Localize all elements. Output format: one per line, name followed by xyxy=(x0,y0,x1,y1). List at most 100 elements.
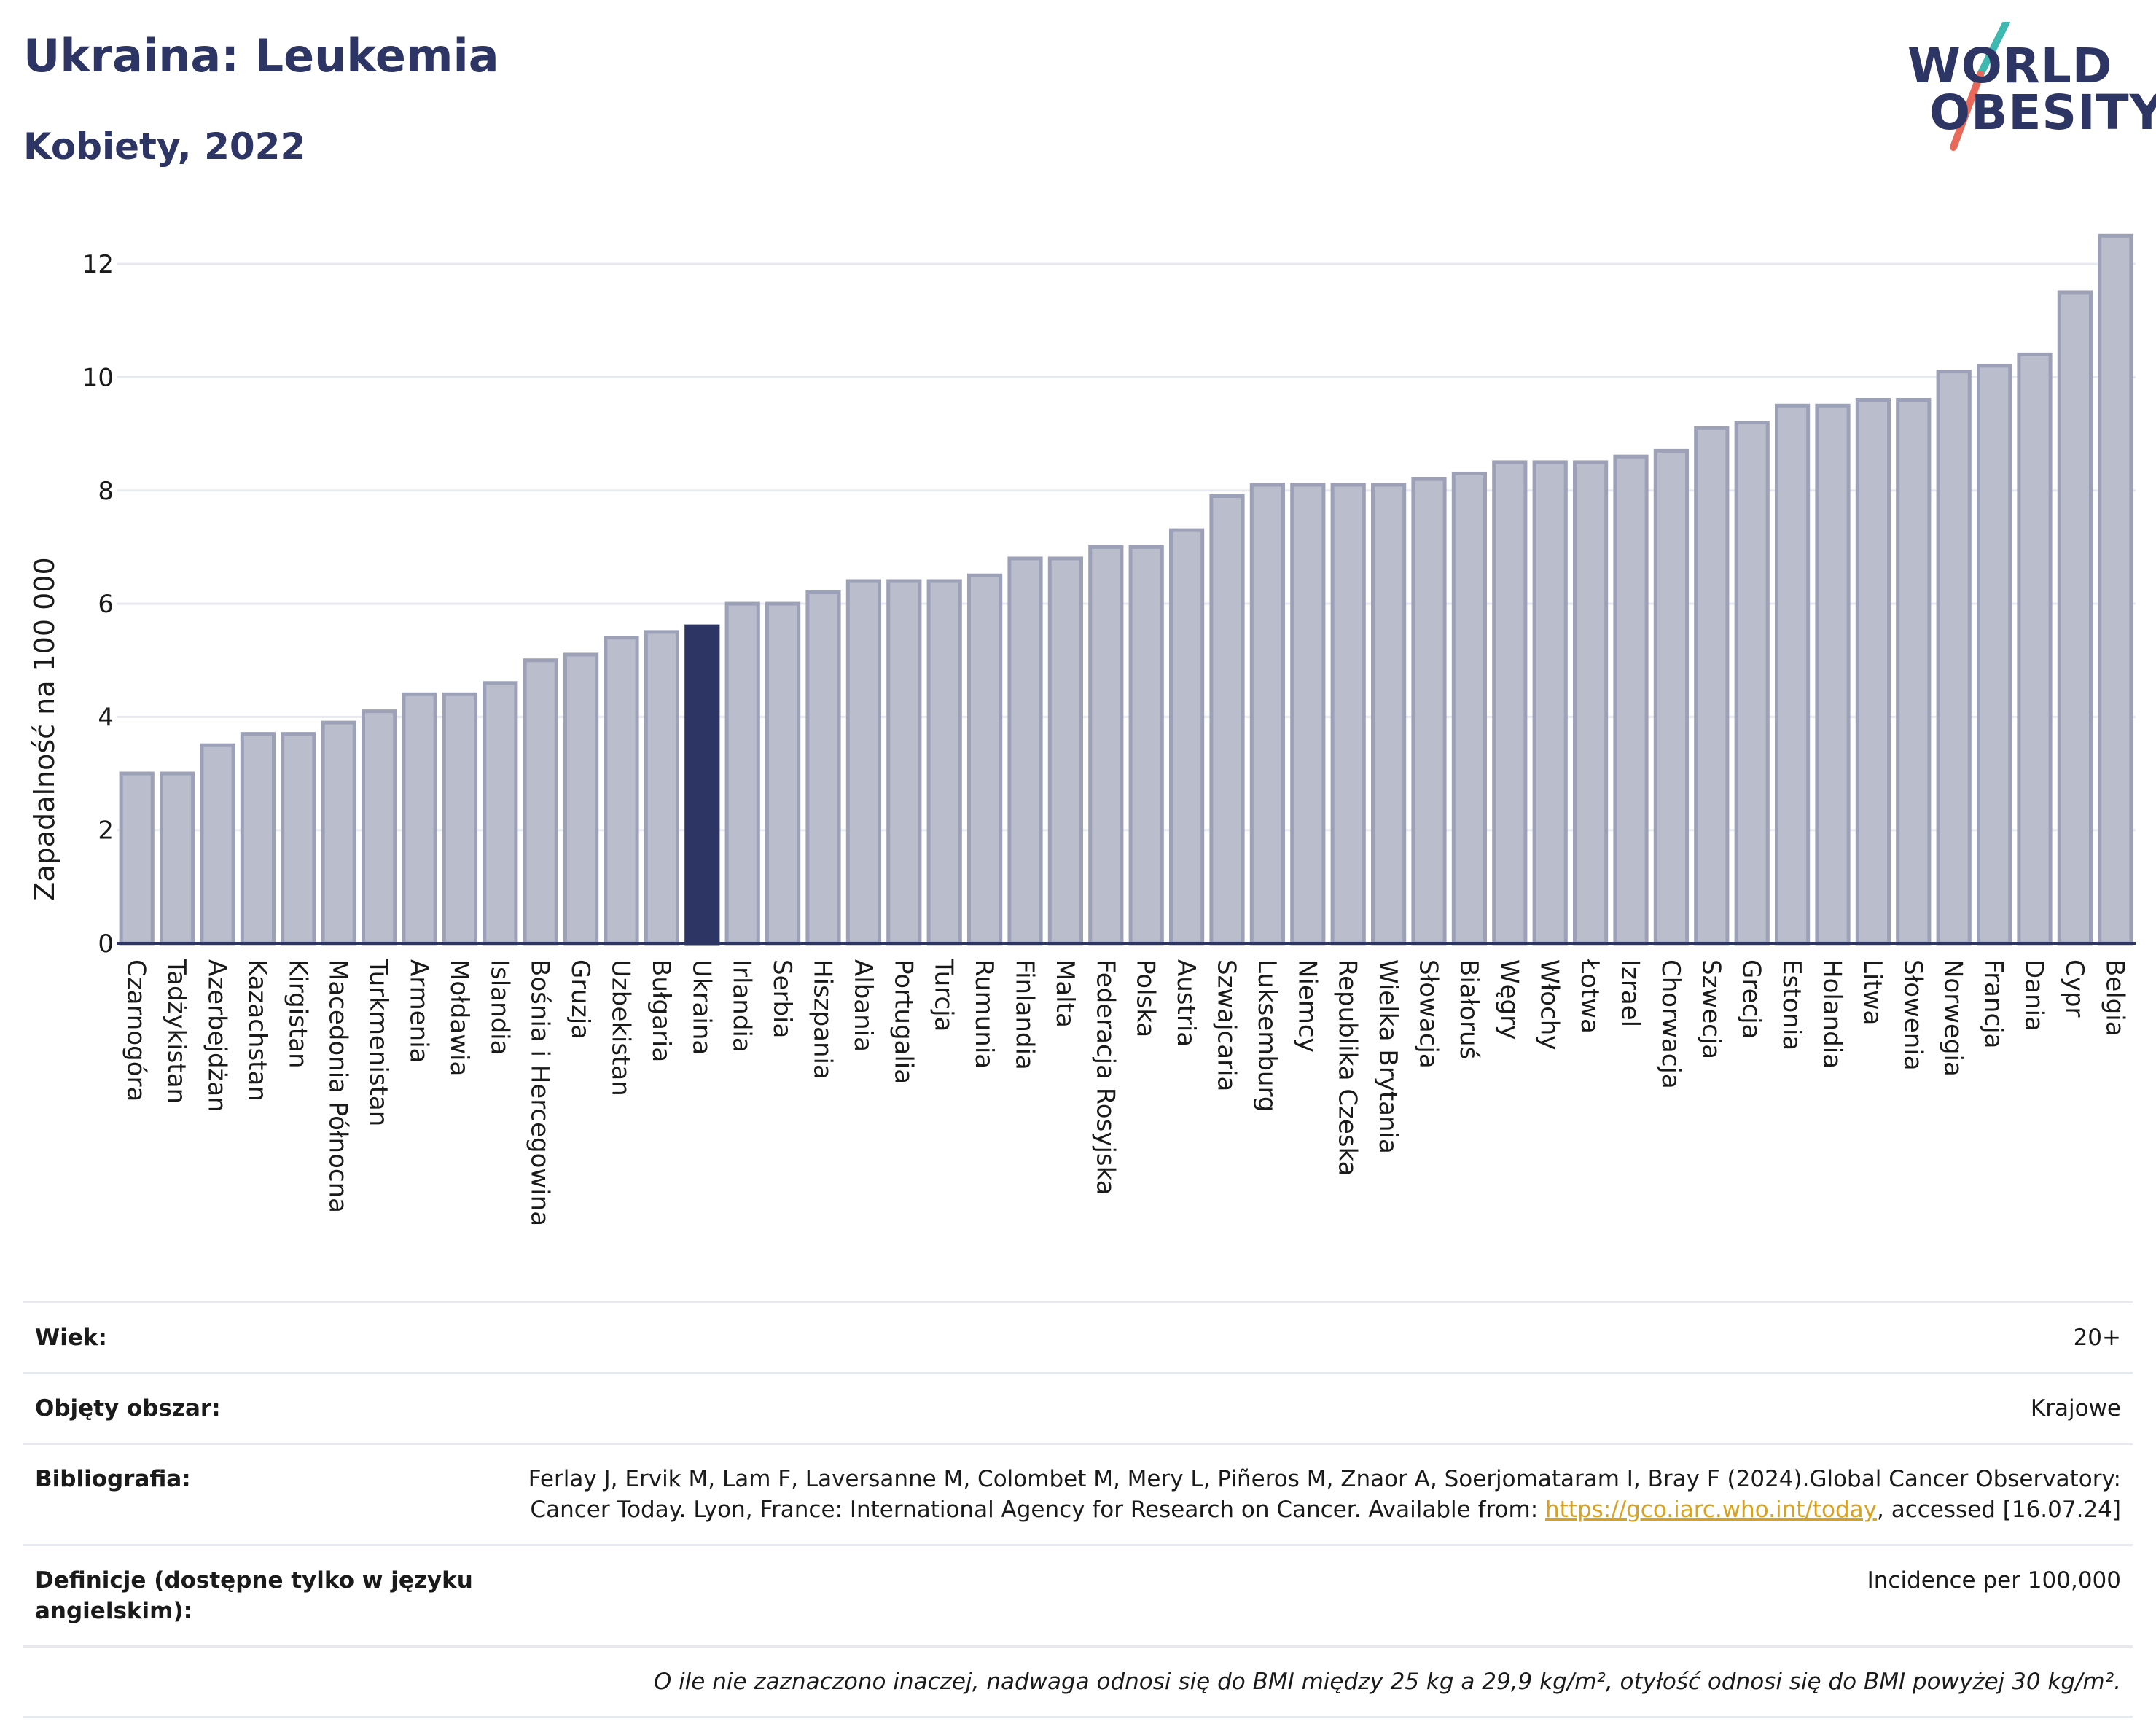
bar-serbia xyxy=(765,601,801,946)
bibliography-link[interactable]: https://gco.iarc.who.int/today xyxy=(1545,1497,1877,1523)
y-axis-title: Zapadalność na 100 000 xyxy=(28,557,60,900)
x-tick-label: Kazachstan xyxy=(243,959,272,1102)
x-tick-label: Holandia xyxy=(1818,959,1847,1069)
x-axis-labels: Czarnogóra Tadżykistan Azerbejdżan Kazachst… xyxy=(122,959,2130,1226)
x-tick-label: Austria xyxy=(1171,959,1200,1047)
bar-irlandia xyxy=(724,601,760,946)
bar-węgry xyxy=(1492,460,1528,946)
bar-armenia xyxy=(402,692,437,946)
bibliography-accessed: , accessed [16.07.24] xyxy=(1876,1497,2121,1523)
x-tick-label: Uzbekistan xyxy=(606,959,636,1096)
x-tick-label: Islandia xyxy=(485,959,514,1055)
x-tick-label: Albania xyxy=(848,959,878,1052)
world-obesity-logo: WORLD OBESITY xyxy=(1899,22,2156,153)
bar-litwa xyxy=(1855,398,1891,946)
x-tick-label: Łotwa xyxy=(1575,959,1604,1034)
page-title: Ukraina: Leukemia xyxy=(23,29,499,82)
bar-szwecja xyxy=(1694,426,1730,946)
x-tick-label: Włochy xyxy=(1535,959,1564,1050)
meta-row-note: O ile nie zaznaczono inaczej, nadwaga od… xyxy=(23,1645,2133,1718)
bar-turkmenistan xyxy=(361,709,397,946)
x-tick-label: Bułgaria xyxy=(647,959,676,1062)
meta-row-definitions: Definicje (dostępne tylko w języku angie… xyxy=(23,1544,2133,1645)
bars xyxy=(119,233,2133,946)
x-tick-label: Estonia xyxy=(1777,959,1806,1050)
meta-label: Bibliografia: xyxy=(35,1466,191,1492)
meta-label: Objęty obszar: xyxy=(35,1395,221,1422)
bmi-note: O ile nie zaznaczono inaczej, nadwaga od… xyxy=(653,1669,2121,1695)
y-axis-ticks: 0 2 4 6 8 10 12 xyxy=(82,250,114,959)
meta-value: Ferlay J, Ervik M, Lam F, Laversanne M, … xyxy=(501,1464,2121,1525)
x-tick-label: Portugalia xyxy=(888,959,918,1084)
logo-text-obesity: OBESITY xyxy=(1929,85,2156,141)
y-tick-label: 12 xyxy=(82,250,114,279)
x-tick-label: Turkmenistan xyxy=(364,959,393,1126)
x-tick-label: Malta xyxy=(1050,959,1079,1028)
metadata-table: Wiek: 20+ Objęty obszar: Krajowe Bibliog… xyxy=(23,1301,2133,1718)
bar-niemcy xyxy=(1290,483,1326,946)
x-tick-label: Węgry xyxy=(1494,959,1523,1040)
y-tick-label: 0 xyxy=(98,929,114,959)
bar-portugalia xyxy=(886,579,922,946)
bar-grecja xyxy=(1734,421,1770,946)
x-tick-label: Belgia xyxy=(2100,959,2129,1037)
bar-rumunia xyxy=(966,573,1003,946)
bar-malta xyxy=(1047,556,1084,946)
x-tick-label: Francja xyxy=(1979,959,2008,1048)
bar-łotwa xyxy=(1572,460,1609,946)
bar-azerbejdżan xyxy=(200,743,235,946)
x-tick-label: Dania xyxy=(2020,959,2049,1032)
x-tick-label: Irlandia xyxy=(727,959,757,1053)
bar-finlandia xyxy=(1007,556,1043,946)
x-tick-label: Tadżykistan xyxy=(162,959,191,1104)
bar-dania xyxy=(2017,352,2053,946)
bar-polska xyxy=(1128,545,1164,946)
bar-kazachstan xyxy=(240,732,276,946)
x-tick-label: Ukraina xyxy=(687,959,716,1055)
meta-row-area: Objęty obszar: Krajowe xyxy=(23,1372,2133,1443)
x-tick-label: Luksemburg xyxy=(1252,959,1281,1112)
bar-bośnia-i-hercegowina xyxy=(523,658,558,946)
bar-słowacja xyxy=(1411,477,1447,946)
bibliography-text: Ferlay J, Ervik M, Lam F, Laversanne M, … xyxy=(528,1466,2121,1523)
bar-wielka-brytania xyxy=(1370,483,1407,946)
bar-chart: 0 2 4 6 8 10 12 Czarnogóra Tadżykistan Azerbejdż… xyxy=(28,233,2136,1226)
bar-izrael xyxy=(1613,454,1649,946)
bar-luksemburg xyxy=(1249,483,1286,946)
x-tick-label: Macedonia Północna xyxy=(324,959,353,1213)
x-tick-label: Turcja xyxy=(929,959,958,1032)
logo-slash-icon xyxy=(1950,22,2010,151)
bar-szwajcaria xyxy=(1209,494,1245,946)
bar-tadżykistan xyxy=(159,771,195,946)
x-tick-label: Gruzja xyxy=(566,959,595,1040)
x-tick-label: Cypr xyxy=(2060,959,2089,1017)
x-tick-label: Białoruś xyxy=(1454,959,1483,1059)
bar-mołdawia xyxy=(442,692,478,946)
bar-uzbekistan xyxy=(604,636,639,946)
x-tick-label: Serbia xyxy=(768,959,797,1038)
bar-federacja-rosyjska xyxy=(1088,545,1124,946)
bar-francja xyxy=(1976,364,2012,946)
meta-label: Wiek: xyxy=(35,1325,107,1351)
bar-włochy xyxy=(1532,460,1568,946)
y-tick-label: 2 xyxy=(98,816,114,846)
bar-czarnogóra xyxy=(119,771,155,946)
x-tick-label: Azerbejdżan xyxy=(203,959,232,1112)
x-tick-label: Bośnia i Hercegowina xyxy=(526,959,555,1226)
x-tick-label: Republika Czeska xyxy=(1333,959,1362,1177)
x-tick-label: Norwegia xyxy=(1939,959,1968,1077)
meta-value: Incidence per 100,000 xyxy=(1867,1567,2121,1594)
x-tick-label: Kirgistan xyxy=(283,959,312,1069)
x-tick-label: Czarnogóra xyxy=(122,959,151,1102)
bar-słowenia xyxy=(1896,398,1932,946)
x-tick-label: Szwecja xyxy=(1696,959,1725,1059)
bar-estonia xyxy=(1774,403,1811,946)
x-tick-label: Rumunia xyxy=(969,959,999,1069)
x-tick-label: Chorwacja xyxy=(1656,959,1685,1089)
meta-value: Krajowe xyxy=(2030,1395,2121,1422)
bar-białoruś xyxy=(1451,471,1488,946)
x-tick-label: Hiszpania xyxy=(808,959,837,1080)
bar-chorwacja xyxy=(1653,448,1690,946)
x-tick-label: Niemcy xyxy=(1292,959,1321,1053)
y-tick-label: 4 xyxy=(98,703,114,732)
